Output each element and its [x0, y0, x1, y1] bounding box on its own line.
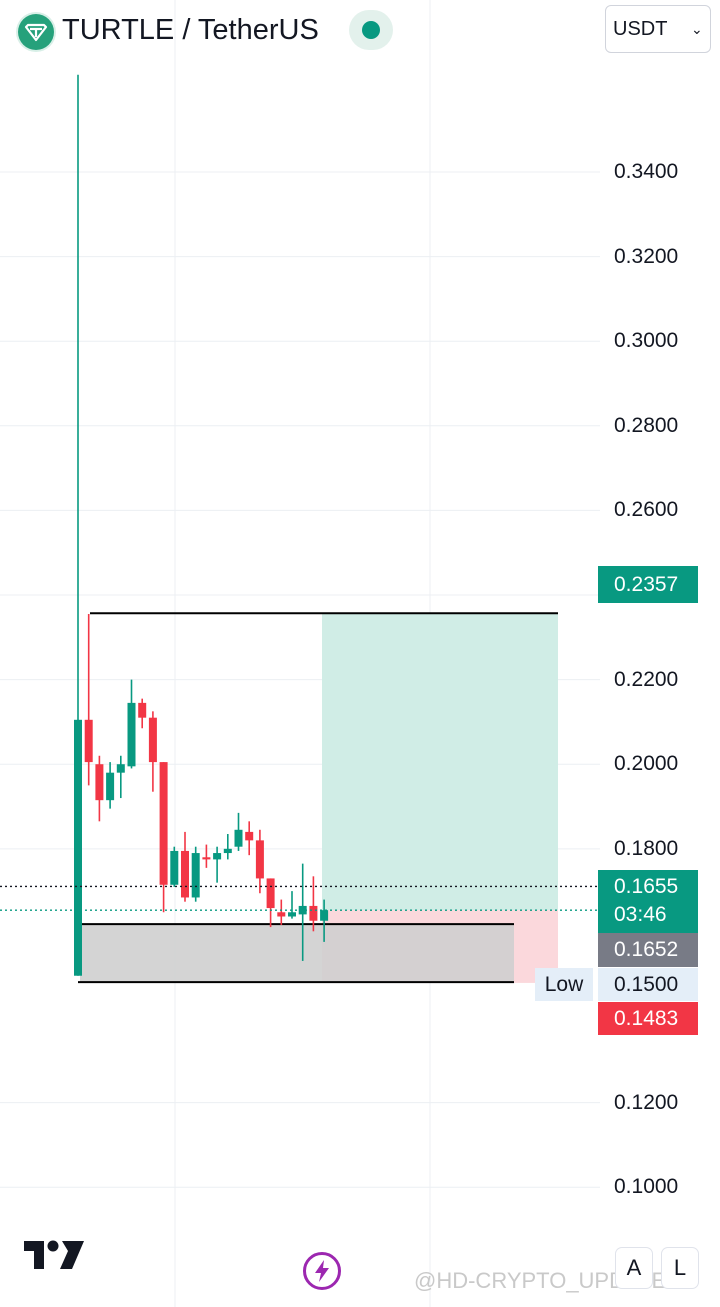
- candle-up: [106, 762, 115, 809]
- candle-up: [116, 755, 125, 799]
- low-price-tag: 0.1500: [598, 968, 698, 1001]
- candles: [74, 74, 329, 976]
- candle-up: [223, 834, 232, 860]
- low-label: Low: [535, 968, 593, 1001]
- current-price-tag: 0.1655 03:46: [598, 870, 698, 933]
- tradingview-logo[interactable]: [22, 1238, 86, 1277]
- candle-body: [170, 850, 179, 885]
- candle-down: [245, 821, 254, 856]
- candle-down: [277, 899, 286, 925]
- price-axis-label: 0.3000: [614, 329, 679, 353]
- candle-body: [138, 702, 147, 718]
- tether-icon[interactable]: [18, 14, 54, 50]
- candle-down: [255, 829, 264, 894]
- auto-scale-button[interactable]: A: [616, 1248, 652, 1288]
- log-scale-button[interactable]: L: [662, 1248, 698, 1288]
- take-profit-price-tag: 0.2357: [598, 566, 698, 603]
- candle-down: [309, 876, 318, 932]
- candle-body: [181, 850, 189, 898]
- candle-down: [202, 844, 211, 868]
- stop-loss-price-tag: 0.1483: [598, 1002, 698, 1035]
- candle-up: [170, 846, 179, 887]
- candle-body: [127, 702, 136, 767]
- price-axis-label: 0.1800: [614, 836, 679, 860]
- price-axis-label: 0.2000: [614, 752, 679, 776]
- candle-body: [213, 853, 222, 860]
- market-open-dot-icon: [362, 21, 380, 39]
- price-axis-label: 0.2600: [614, 498, 679, 522]
- candle-down: [138, 698, 147, 729]
- candle-down: [266, 878, 275, 928]
- candle-body: [320, 910, 329, 921]
- candle-body: [288, 912, 296, 917]
- profit-zone: [322, 613, 558, 911]
- candle-body: [191, 853, 200, 898]
- candle-down: [181, 831, 189, 902]
- position-tool: [78, 612, 558, 984]
- pair-title[interactable]: TURTLE / TetherUS: [62, 14, 319, 46]
- previous-close-tag: 0.1652: [598, 933, 698, 967]
- candle-body: [74, 719, 82, 976]
- candle-body: [95, 764, 104, 801]
- candle-body: [159, 762, 168, 885]
- candle-down: [148, 711, 157, 792]
- candle-down: [95, 755, 104, 822]
- candle-body: [148, 717, 157, 763]
- price-axis-label: 0.2200: [614, 667, 679, 691]
- price-axis-label: 0.1200: [614, 1090, 679, 1114]
- price-axis-label: 0.3400: [614, 159, 679, 183]
- candle-up: [234, 812, 243, 851]
- candle-up: [127, 679, 136, 769]
- candle-up: [298, 863, 307, 961]
- current-price-value: 0.1655: [614, 875, 679, 898]
- price-axis-label: 0.3200: [614, 244, 679, 268]
- candle-body: [245, 831, 254, 841]
- candle-body: [223, 848, 232, 854]
- currency-select[interactable]: USDT ⌄: [605, 5, 711, 53]
- candle-body: [255, 840, 264, 879]
- candle-body: [106, 772, 115, 801]
- candle-countdown: 03:46: [614, 903, 667, 926]
- candle-up: [191, 846, 200, 902]
- candle-body: [234, 829, 243, 847]
- chevron-down-icon: ⌄: [691, 21, 703, 37]
- candle-up: [213, 846, 222, 883]
- candle-body: [116, 764, 125, 773]
- candle-body: [277, 912, 286, 917]
- lightning-icon[interactable]: [303, 1252, 341, 1290]
- candle-body: [266, 878, 275, 909]
- candle-up: [74, 74, 82, 976]
- candle-down: [84, 614, 93, 786]
- currency-select-value: USDT: [613, 18, 668, 40]
- range-box: [80, 924, 514, 983]
- chart-header: TURTLE / TetherUS USDT ⌄: [0, 0, 720, 62]
- candle-body: [84, 719, 93, 763]
- candle-body: [298, 905, 307, 915]
- candle-body: [309, 905, 318, 921]
- price-axis-label: 0.1000: [614, 1175, 679, 1199]
- candle-down: [159, 762, 168, 913]
- candle-up: [320, 899, 329, 942]
- market-status-indicator[interactable]: [349, 10, 393, 50]
- candle-body: [202, 857, 211, 860]
- price-axis-label: 0.2800: [614, 413, 679, 437]
- candle-up: [288, 891, 296, 919]
